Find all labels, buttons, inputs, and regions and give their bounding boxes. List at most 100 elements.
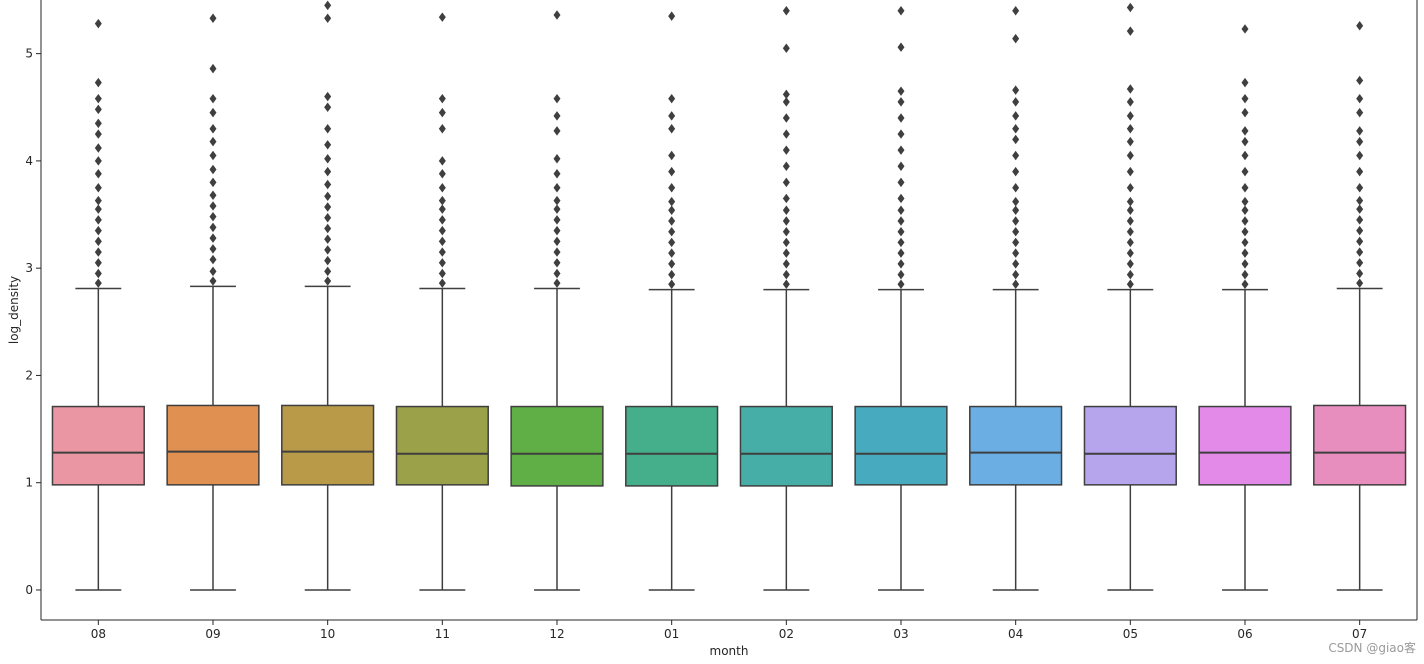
outlier-point — [438, 225, 446, 236]
outlier-point — [668, 182, 676, 193]
outlier-point — [438, 204, 446, 214]
outlier-point — [324, 154, 332, 164]
outlier-point — [209, 107, 217, 118]
outlier-point — [668, 205, 676, 215]
outlier-point — [1241, 182, 1249, 193]
outlier-point — [782, 205, 790, 215]
outlier-point — [94, 278, 102, 288]
outlier-point — [1356, 258, 1364, 268]
outlier-point — [1012, 123, 1020, 134]
outlier-point — [1241, 216, 1249, 226]
outlier-point — [209, 222, 217, 233]
x-tick-label: 02 — [779, 627, 794, 641]
outlier-point — [324, 102, 332, 112]
outlier-point — [1012, 111, 1020, 121]
outlier-point — [1012, 237, 1020, 248]
outlier-point — [1012, 6, 1020, 16]
outlier-point — [1241, 77, 1249, 88]
outlier-point — [438, 107, 446, 118]
outlier-point — [324, 223, 332, 234]
outlier-point — [1356, 247, 1364, 257]
outlier-point — [94, 18, 102, 29]
outlier-point — [438, 247, 446, 257]
outlier-point — [1126, 150, 1134, 161]
outlier-point — [209, 123, 217, 134]
box-12 — [510, 405, 604, 487]
outlier-point — [553, 247, 561, 257]
outlier-point — [1012, 248, 1020, 258]
outlier-point — [553, 278, 561, 288]
outlier-point — [897, 259, 905, 269]
outlier-point — [324, 123, 332, 134]
outlier-point — [438, 123, 446, 134]
outlier-point — [438, 268, 446, 279]
outlier-point — [782, 248, 790, 258]
outlier-point — [1241, 166, 1249, 177]
outlier-point — [553, 169, 561, 179]
outlier-point — [782, 89, 790, 100]
outlier-point — [553, 182, 561, 193]
outlier-point — [553, 154, 561, 164]
outlier-point — [1012, 166, 1020, 177]
outlier-point — [324, 179, 332, 190]
outlier-point — [94, 236, 102, 247]
outlier-point — [94, 204, 102, 214]
outlier-point — [668, 11, 676, 21]
x-tick-label: 04 — [1008, 627, 1023, 641]
outlier-point — [1126, 166, 1134, 177]
outlier-point — [94, 156, 102, 166]
y-tick-label: 5 — [25, 47, 33, 61]
outlier-point — [897, 97, 905, 107]
outlier-point — [209, 13, 217, 23]
outlier-point — [324, 91, 332, 102]
outlier-point — [897, 161, 905, 171]
outlier-point — [1241, 248, 1249, 258]
outlier-point — [94, 215, 102, 225]
outlier-point — [94, 247, 102, 257]
x-tick-label: 06 — [1237, 627, 1252, 641]
outlier-point — [1012, 196, 1020, 207]
outlier-point — [1012, 226, 1020, 237]
outlier-point — [668, 111, 676, 121]
outlier-point — [782, 226, 790, 237]
x-axis-label: month — [710, 644, 749, 658]
outlier-point — [1356, 236, 1364, 247]
outlier-point — [209, 136, 217, 147]
box-06 — [1198, 405, 1292, 486]
outlier-point — [94, 225, 102, 236]
box-07 — [1313, 404, 1407, 486]
outlier-point — [94, 258, 102, 268]
x-tick-label: 03 — [893, 627, 908, 641]
outlier-point — [438, 236, 446, 247]
outlier-point — [553, 268, 561, 279]
outlier-point — [209, 177, 217, 188]
y-tick-label: 2 — [25, 368, 33, 382]
outlier-point — [1356, 182, 1364, 193]
outlier-point — [324, 13, 332, 23]
outlier-point — [1356, 204, 1364, 214]
outlier-point — [1012, 33, 1020, 44]
outlier-point — [324, 245, 332, 255]
outlier-point — [668, 269, 676, 280]
outlier-point — [782, 259, 790, 269]
outlier-point — [1126, 26, 1134, 36]
outlier-point — [897, 145, 905, 155]
outlier-point — [438, 182, 446, 193]
outlier-point — [94, 169, 102, 179]
outlier-point — [438, 195, 446, 206]
x-tick-label: 09 — [205, 627, 220, 641]
outlier-point — [1241, 150, 1249, 161]
outlier-point — [668, 166, 676, 177]
x-tick-label: 12 — [549, 627, 564, 641]
outlier-point — [897, 226, 905, 237]
outlier-point — [1126, 196, 1134, 207]
outlier-point — [438, 156, 446, 166]
outlier-point — [209, 254, 217, 265]
outlier-point — [897, 86, 905, 96]
outlier-point — [1356, 107, 1364, 118]
outlier-point — [782, 216, 790, 226]
box-05 — [1083, 405, 1177, 486]
outlier-point — [1126, 123, 1134, 134]
outlier-point — [1012, 216, 1020, 226]
